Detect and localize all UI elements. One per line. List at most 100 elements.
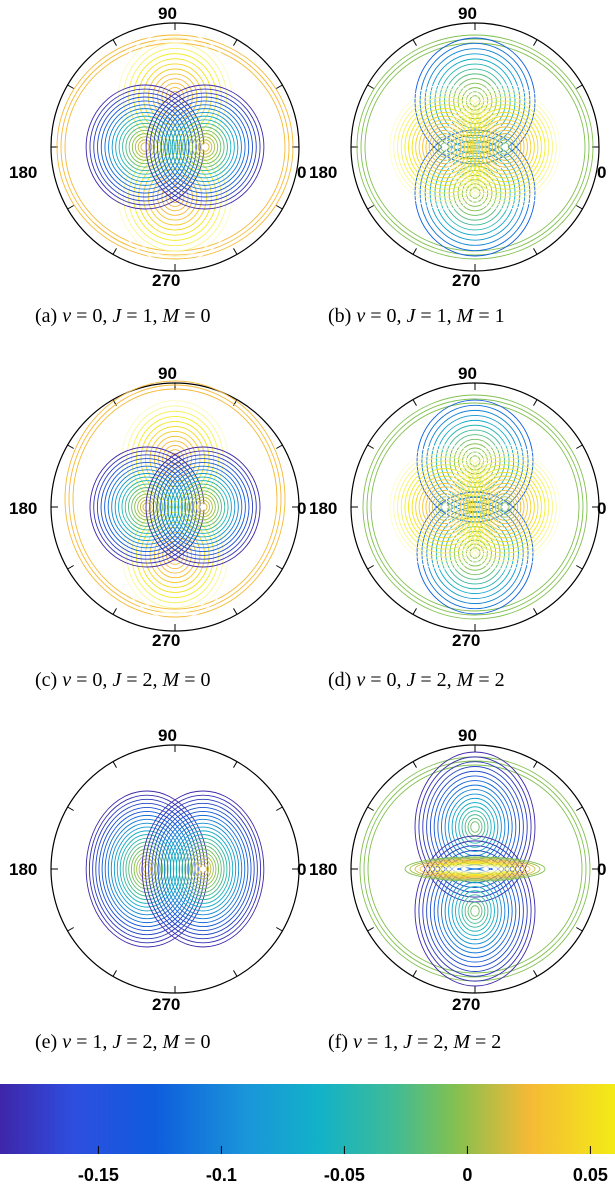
panel-e: 90 180 0 270 (e) ν = 1, J = 2, M = 0 <box>0 722 306 1102</box>
contour-line <box>158 440 192 478</box>
contour-line <box>434 136 456 158</box>
contour-line <box>409 857 541 881</box>
contour-center <box>502 144 508 150</box>
angle-label-0: 0 <box>297 860 307 879</box>
contour-line <box>164 104 246 190</box>
angle-tick <box>533 248 538 255</box>
contour-line <box>429 862 521 876</box>
contour-line <box>72 388 278 610</box>
contour-line <box>115 115 175 179</box>
colorbar-tick-label: 0.05 <box>572 1165 608 1185</box>
contour-line <box>95 802 199 936</box>
contour-line <box>415 115 475 179</box>
contour-line <box>497 139 513 155</box>
contour-line <box>389 448 501 566</box>
contour-line <box>469 187 481 199</box>
contour-line <box>187 490 219 524</box>
contour-line <box>157 96 253 198</box>
caption-d: (d) ν = 0, J = 2, M = 2 <box>328 669 505 691</box>
contour-line <box>488 489 522 525</box>
angle-tick <box>412 39 417 46</box>
contour-line <box>141 861 153 877</box>
contour-line <box>166 822 240 916</box>
angle-tick <box>367 565 374 570</box>
angle-label-270: 270 <box>152 271 181 290</box>
angle-tick <box>112 39 117 46</box>
contour-line <box>431 506 519 600</box>
contour-line <box>367 764 583 974</box>
angle-tick <box>276 806 283 811</box>
contour-line <box>119 834 175 904</box>
contour-line <box>445 84 565 210</box>
panel-b: 90 180 0 270 (b) ν = 0, J = 1, M = 1 <box>300 0 606 380</box>
angle-tick <box>412 970 417 977</box>
angle-tick <box>276 205 283 210</box>
angle-label-270: 270 <box>452 271 481 290</box>
contour-line <box>449 448 561 566</box>
contour-line <box>152 454 254 560</box>
colorbar-tick-label: -0.1 <box>205 1165 237 1185</box>
angle-label-180: 180 <box>9 499 38 518</box>
contour-line <box>174 476 232 538</box>
contour-line <box>470 905 480 917</box>
contour-line <box>434 496 456 518</box>
contour-line <box>455 802 495 852</box>
contour-line <box>418 840 532 982</box>
contour-line <box>475 115 535 179</box>
contour-center <box>472 824 478 830</box>
contour-line <box>184 487 222 527</box>
contour-line <box>165 187 185 207</box>
contour-line <box>111 111 179 183</box>
contour-line <box>445 444 565 570</box>
contour-line <box>118 476 176 538</box>
contour-line <box>453 452 557 562</box>
contour-line <box>453 530 497 576</box>
contour-line <box>158 536 192 574</box>
contour-line <box>163 818 243 920</box>
contour-line <box>461 894 489 928</box>
angle-label-90: 90 <box>158 364 177 383</box>
contour-line <box>100 458 194 556</box>
contour-center <box>442 504 448 510</box>
contour-line <box>435 511 515 595</box>
angle-tick <box>412 248 417 255</box>
contour-line <box>464 104 546 190</box>
contour-line <box>494 496 516 518</box>
contour-line <box>172 830 234 908</box>
angle-tick <box>276 84 283 89</box>
contour-line <box>360 38 590 256</box>
angle-tick <box>576 444 583 449</box>
angle-tick <box>412 399 417 406</box>
contour-line <box>429 854 521 968</box>
contour-line <box>465 91 485 111</box>
contour-line <box>414 858 536 880</box>
contour-line <box>186 848 220 890</box>
contour-line <box>464 464 546 550</box>
angle-label-90: 90 <box>158 4 177 23</box>
contour-line <box>175 834 231 904</box>
contour-line <box>118 119 172 175</box>
contour-line <box>198 502 208 512</box>
angle-tick <box>276 927 283 932</box>
contour-line <box>165 87 185 107</box>
angle-label-90: 90 <box>458 726 477 745</box>
contour-line <box>491 133 519 161</box>
contour-line <box>123 142 227 252</box>
contour-line <box>363 760 587 978</box>
contour-line <box>163 465 243 549</box>
contour-line <box>160 100 250 194</box>
contour-line <box>143 864 151 874</box>
contour-line <box>435 419 515 503</box>
polar-plot-a <box>50 22 300 272</box>
polar-plot-c <box>50 380 300 632</box>
contour-line <box>161 182 189 212</box>
contour-line <box>422 845 528 977</box>
contour-line <box>469 547 481 559</box>
contour-line <box>451 881 499 941</box>
contour-line <box>457 456 553 558</box>
contour-line <box>439 864 511 874</box>
contour-line <box>154 806 252 932</box>
angle-label-270: 270 <box>452 631 481 650</box>
angle-tick <box>276 565 283 570</box>
contour-line <box>485 126 525 168</box>
